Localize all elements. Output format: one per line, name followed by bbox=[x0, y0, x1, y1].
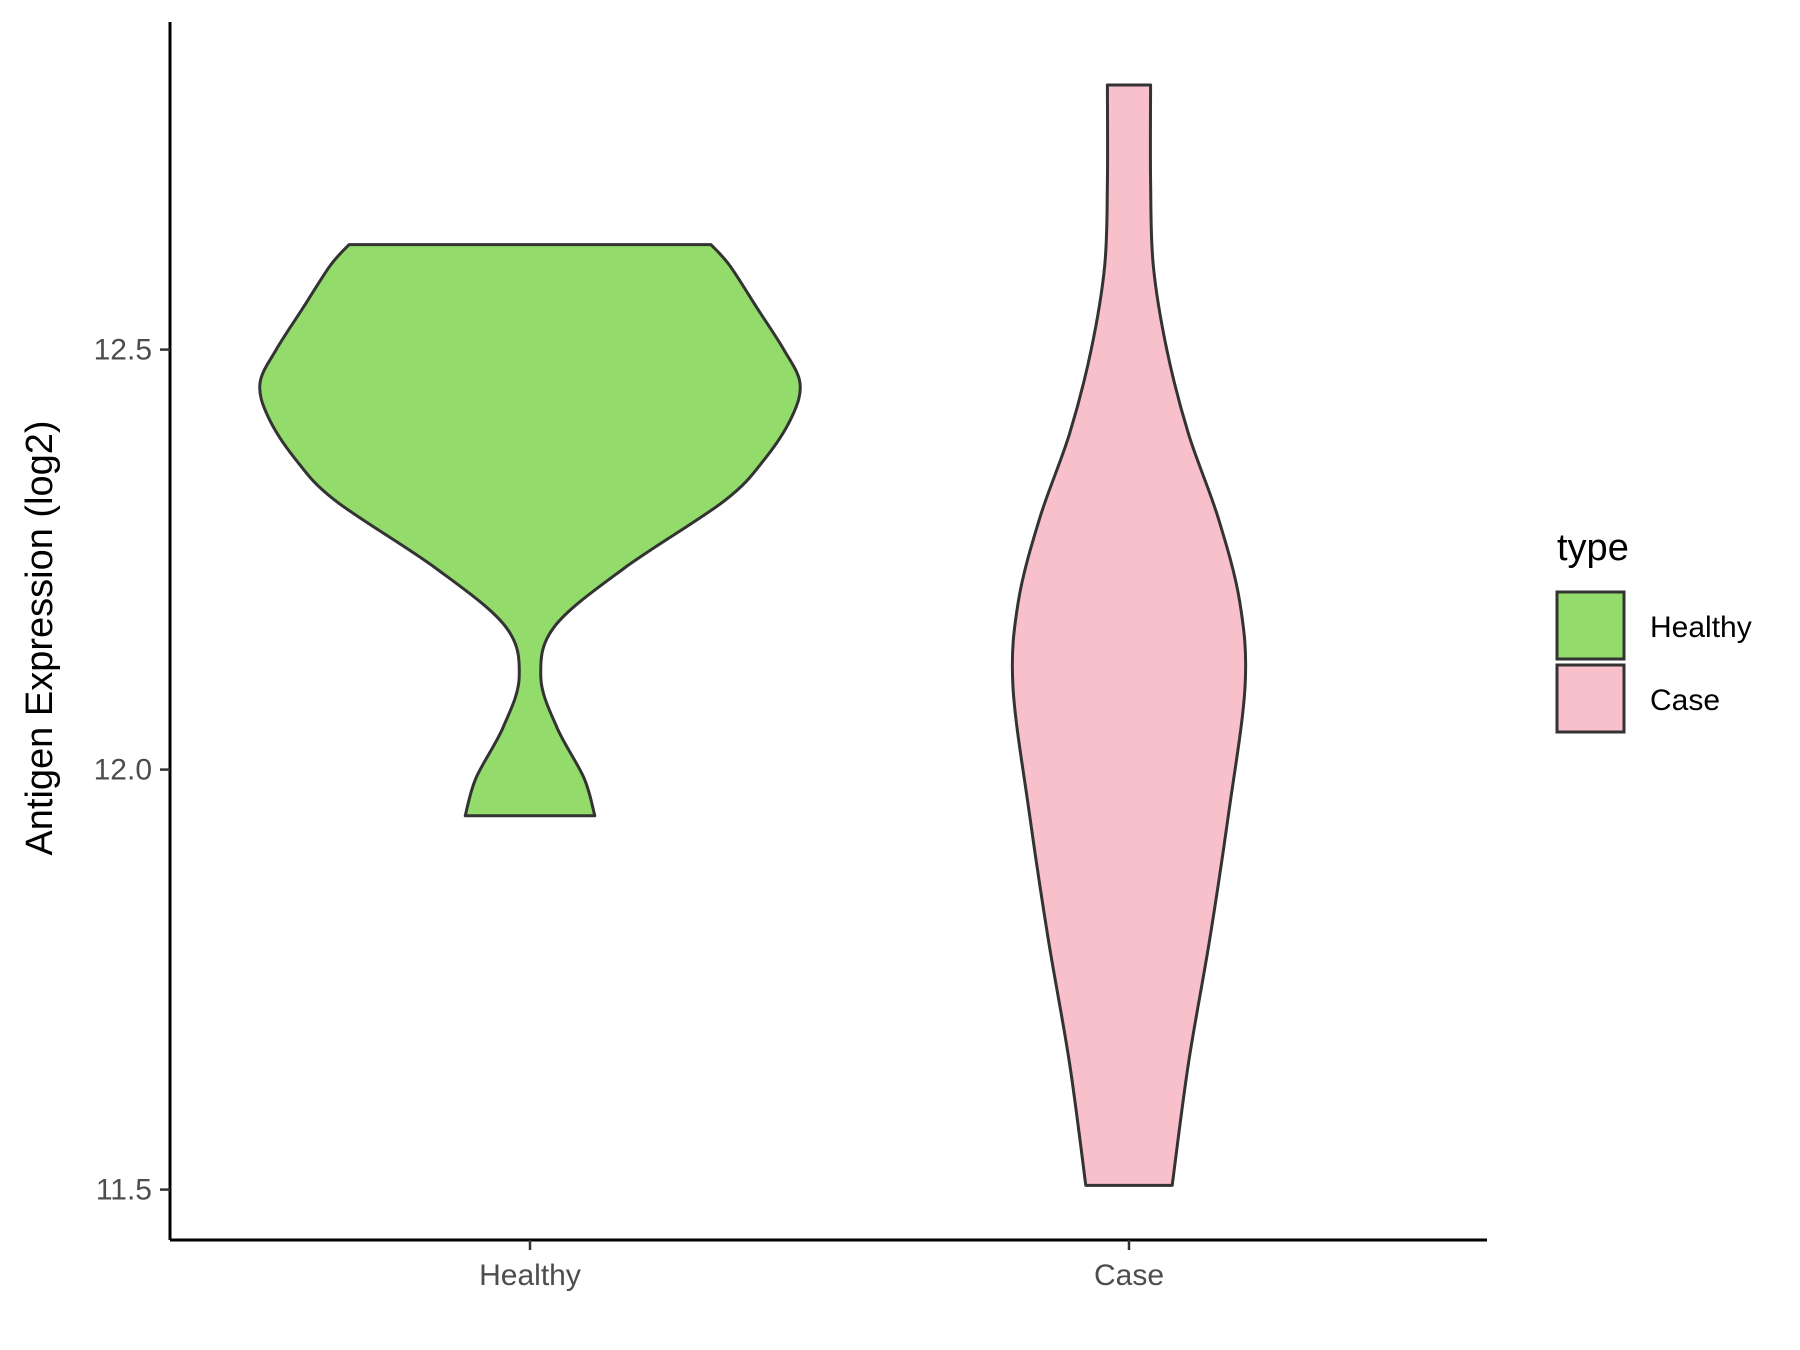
violin-healthy bbox=[258, 243, 802, 818]
legend-title: type bbox=[1557, 527, 1629, 569]
y-axis-title: Antigen Expression (log2) bbox=[19, 420, 61, 855]
x-tick-label: Case bbox=[1094, 1259, 1164, 1292]
y-tick-label: 12.5 bbox=[94, 334, 152, 367]
legend: type Healthy Case bbox=[1555, 527, 1752, 734]
legend-swatch bbox=[1555, 663, 1626, 734]
legend-label: Healthy bbox=[1650, 611, 1752, 644]
violin-case bbox=[1010, 83, 1248, 1187]
legend-label: Case bbox=[1650, 684, 1720, 717]
y-tick-label: 12.0 bbox=[94, 754, 152, 787]
y-tick-label: 11.5 bbox=[96, 1174, 152, 1207]
x-tick-label: Healthy bbox=[479, 1259, 581, 1292]
x-axis-ticks: Healthy Case bbox=[479, 1240, 1164, 1292]
legend-swatch bbox=[1555, 590, 1626, 661]
violins-layer bbox=[258, 83, 1248, 1187]
y-axis-ticks: 11.5 12.0 12.5 bbox=[94, 334, 170, 1207]
